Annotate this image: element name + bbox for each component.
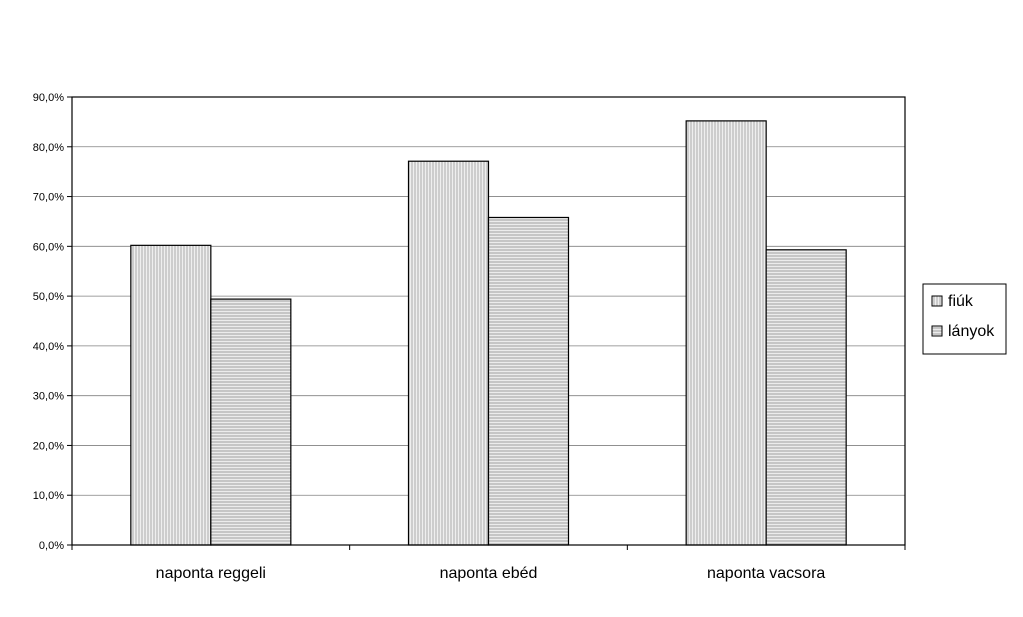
y-tick-label: 10,0% (33, 490, 64, 502)
y-tick-label: 90,0% (33, 92, 64, 104)
y-tick-label: 60,0% (33, 241, 64, 253)
legend-swatch (931, 325, 943, 337)
bar-fiuk (407, 160, 490, 546)
plot-area-frame (71, 96, 906, 546)
x-axis-categories: naponta reggeli naponta ebéd naponta vacso… (71, 545, 906, 582)
legend-swatch (931, 295, 943, 307)
legend-label: lányok (948, 323, 995, 340)
y-tick-label: 0,0% (39, 540, 64, 552)
y-tick-label: 80,0% (33, 142, 64, 154)
y-tick-label: 50,0% (33, 291, 64, 303)
y-tick-label: 40,0% (33, 341, 64, 353)
bars (130, 120, 847, 546)
bar-lanyok (487, 216, 570, 546)
legend: fiúk lányok (922, 283, 1007, 355)
y-tick-label: 20,0% (33, 440, 64, 452)
legend-label: fiúk (948, 293, 974, 310)
x-category-label: naponta vacsora (707, 565, 825, 582)
bar-fiuk (130, 244, 212, 546)
bar-lanyok (210, 298, 292, 546)
y-tick-label: 30,0% (33, 391, 64, 403)
x-category-label: naponta reggeli (156, 565, 266, 582)
bar-fiuk (685, 120, 767, 546)
bar-lanyok (765, 249, 847, 546)
y-axis-ticks: 0,0% 10,0% 20,0% 30,0% 40,0% 50,0% 60,0% 70,0% 8… (33, 92, 72, 552)
x-category-label: naponta ebéd (440, 565, 538, 582)
y-tick-label: 70,0% (33, 192, 64, 204)
